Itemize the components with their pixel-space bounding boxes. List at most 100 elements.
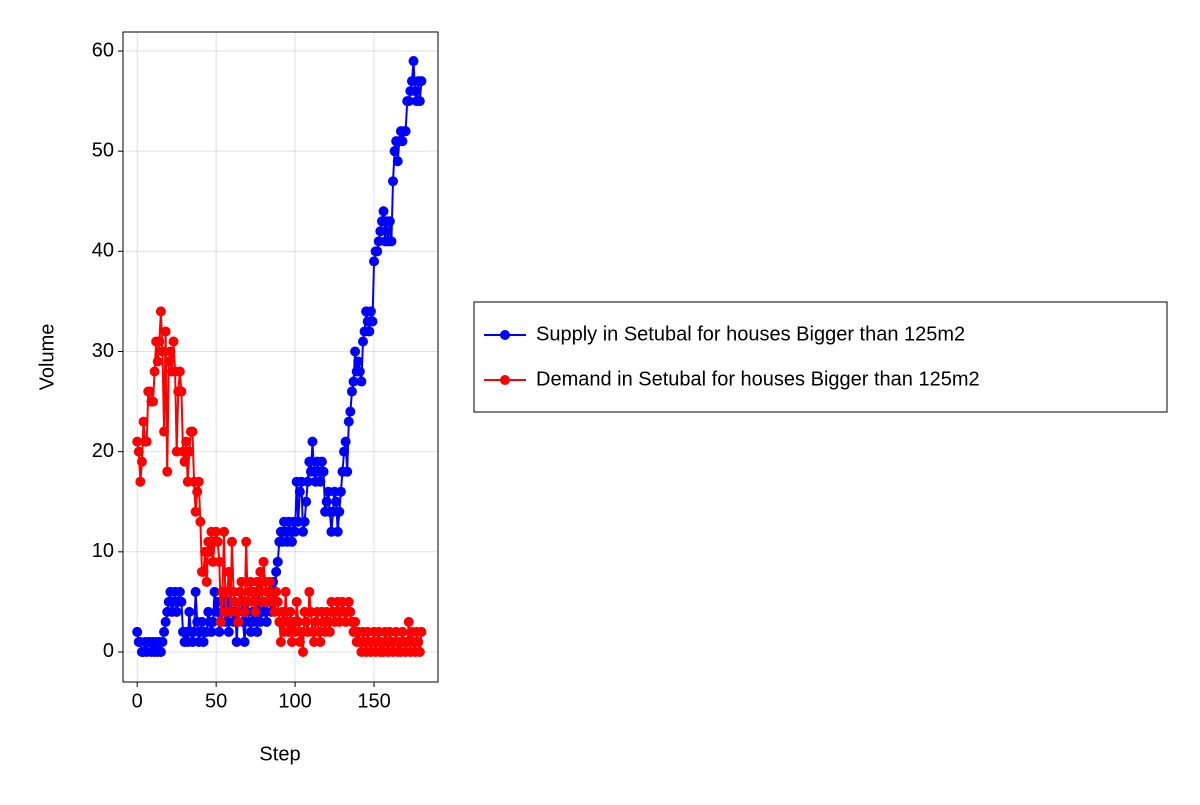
data-point xyxy=(277,606,288,617)
data-point xyxy=(388,176,398,187)
y-tick-label: 20 xyxy=(92,440,114,462)
data-point xyxy=(149,366,160,377)
legend-label: Supply in Setubal for houses Bigger than… xyxy=(536,323,965,345)
data-point xyxy=(255,566,266,577)
data-point xyxy=(353,356,364,367)
data-point xyxy=(358,336,368,347)
data-point xyxy=(203,606,214,617)
data-point xyxy=(234,586,245,597)
data-point xyxy=(301,496,312,507)
data-point xyxy=(264,576,275,587)
data-point xyxy=(367,316,378,327)
data-point xyxy=(339,446,350,457)
data-point xyxy=(253,586,264,597)
data-point xyxy=(160,616,171,627)
data-point xyxy=(384,216,395,227)
data-point xyxy=(233,616,244,627)
data-point xyxy=(190,506,201,517)
data-point xyxy=(214,556,225,567)
data-point xyxy=(258,556,269,567)
x-tick-label: 100 xyxy=(278,690,311,712)
data-point xyxy=(343,596,354,607)
data-point xyxy=(163,356,174,367)
data-point xyxy=(176,386,187,397)
data-point xyxy=(144,386,155,397)
data-point xyxy=(280,586,291,597)
data-point xyxy=(392,156,403,167)
data-point xyxy=(219,526,230,537)
data-point xyxy=(252,576,263,587)
data-point xyxy=(152,356,163,367)
data-point xyxy=(231,636,242,647)
data-point xyxy=(157,346,168,357)
legend-marker xyxy=(500,375,510,385)
data-point xyxy=(196,616,207,627)
data-point xyxy=(241,536,252,547)
data-point xyxy=(403,616,414,627)
data-point xyxy=(274,616,285,627)
data-point xyxy=(315,476,326,487)
data-point xyxy=(356,376,367,387)
data-point xyxy=(132,436,143,447)
data-point xyxy=(346,386,357,397)
data-point xyxy=(316,456,327,467)
data-point xyxy=(271,566,282,577)
data-point xyxy=(275,636,286,647)
data-point xyxy=(204,546,215,557)
data-point xyxy=(416,626,427,637)
data-point xyxy=(335,486,346,497)
y-tick-label: 60 xyxy=(92,39,114,61)
data-point xyxy=(271,586,282,597)
data-point xyxy=(302,476,313,487)
data-point xyxy=(138,416,149,427)
data-point xyxy=(168,336,179,347)
data-point xyxy=(133,446,144,457)
y-tick-label: 10 xyxy=(92,540,114,562)
data-point xyxy=(230,596,241,607)
data-point xyxy=(348,376,359,387)
data-point xyxy=(201,576,212,587)
data-point xyxy=(408,56,419,67)
data-point xyxy=(176,596,187,607)
data-point xyxy=(195,516,206,527)
data-point xyxy=(372,246,383,257)
data-point xyxy=(132,626,143,637)
data-point xyxy=(285,606,296,617)
data-point xyxy=(413,636,424,647)
data-point xyxy=(159,626,170,637)
data-point xyxy=(261,616,272,627)
data-point xyxy=(155,646,166,657)
data-point xyxy=(141,436,152,447)
data-point xyxy=(298,646,308,657)
data-point xyxy=(290,526,301,537)
data-point xyxy=(236,576,247,587)
data-point xyxy=(214,626,225,637)
data-point xyxy=(148,396,158,407)
data-point xyxy=(291,596,302,607)
data-point xyxy=(179,456,190,467)
legend-marker xyxy=(500,330,510,340)
y-tick-label: 40 xyxy=(92,240,114,262)
data-point xyxy=(324,626,335,637)
data-point xyxy=(375,226,386,237)
data-point xyxy=(159,426,170,437)
data-point xyxy=(414,96,425,107)
data-point xyxy=(397,626,408,637)
data-point xyxy=(174,366,185,377)
legend-box xyxy=(473,301,1168,413)
data-point xyxy=(223,626,234,637)
data-point xyxy=(400,126,411,137)
data-point xyxy=(187,426,198,437)
data-point xyxy=(198,636,209,647)
data-point xyxy=(416,76,427,87)
data-point xyxy=(350,616,361,627)
data-point xyxy=(247,596,258,607)
data-point xyxy=(334,506,345,517)
data-point xyxy=(403,96,414,107)
data-point xyxy=(223,566,234,577)
data-point xyxy=(365,306,376,317)
data-point xyxy=(154,336,165,347)
data-point xyxy=(184,606,195,617)
data-point xyxy=(310,616,321,627)
x-tick-label: 0 xyxy=(132,690,143,712)
